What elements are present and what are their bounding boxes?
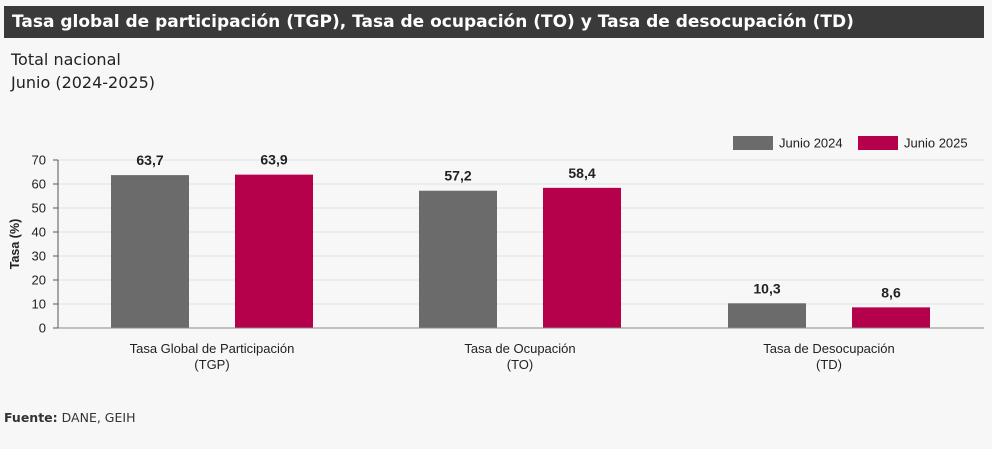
x-tick-label: Tasa de Desocupación	[763, 341, 895, 356]
x-tick-label: (TO)	[507, 357, 533, 372]
bar-value-label: 58,4	[568, 165, 595, 181]
bar-value-label: 63,7	[136, 152, 163, 168]
y-tick-label: 70	[32, 153, 46, 168]
y-tick-label: 10	[32, 297, 46, 312]
y-tick-label: 50	[32, 201, 46, 216]
x-tick-label: (TGP)	[194, 357, 229, 372]
legend-label: Junio 2025	[904, 136, 968, 151]
bar	[728, 303, 806, 328]
bar	[852, 307, 930, 328]
y-tick-label: 60	[32, 177, 46, 192]
bar	[111, 175, 189, 328]
legend-swatch	[858, 136, 898, 150]
source-note: Fuente: DANE, GEIH	[4, 410, 135, 425]
bar-value-label: 10,3	[753, 280, 780, 296]
y-tick-label: 30	[32, 249, 46, 264]
chart-title: Tasa global de participación (TGP), Tasa…	[4, 6, 984, 38]
bar	[543, 187, 621, 328]
subtitle-period: Junio (2024-2025)	[11, 73, 156, 92]
bar	[235, 174, 313, 328]
chart-subtitle: Total nacional Junio (2024-2025)	[11, 48, 155, 94]
source-label: Fuente:	[4, 410, 58, 425]
subtitle-scope: Total nacional	[11, 50, 121, 69]
legend-swatch	[733, 136, 773, 150]
x-tick-label: Tasa Global de Participación	[130, 341, 295, 356]
bar-value-label: 63,9	[260, 152, 287, 168]
source-value: DANE, GEIH	[61, 410, 136, 425]
bar-value-label: 57,2	[444, 168, 471, 184]
y-tick-label: 20	[32, 273, 46, 288]
x-tick-label: Tasa de Ocupación	[464, 341, 575, 356]
bar	[419, 190, 497, 328]
legend-label: Junio 2024	[779, 136, 843, 151]
x-tick-label: (TD)	[816, 357, 842, 372]
y-tick-label: 40	[32, 225, 46, 240]
y-axis-title: Tasa (%)	[8, 219, 22, 269]
y-tick-label: 0	[39, 321, 46, 336]
bar-value-label: 8,6	[881, 284, 901, 300]
